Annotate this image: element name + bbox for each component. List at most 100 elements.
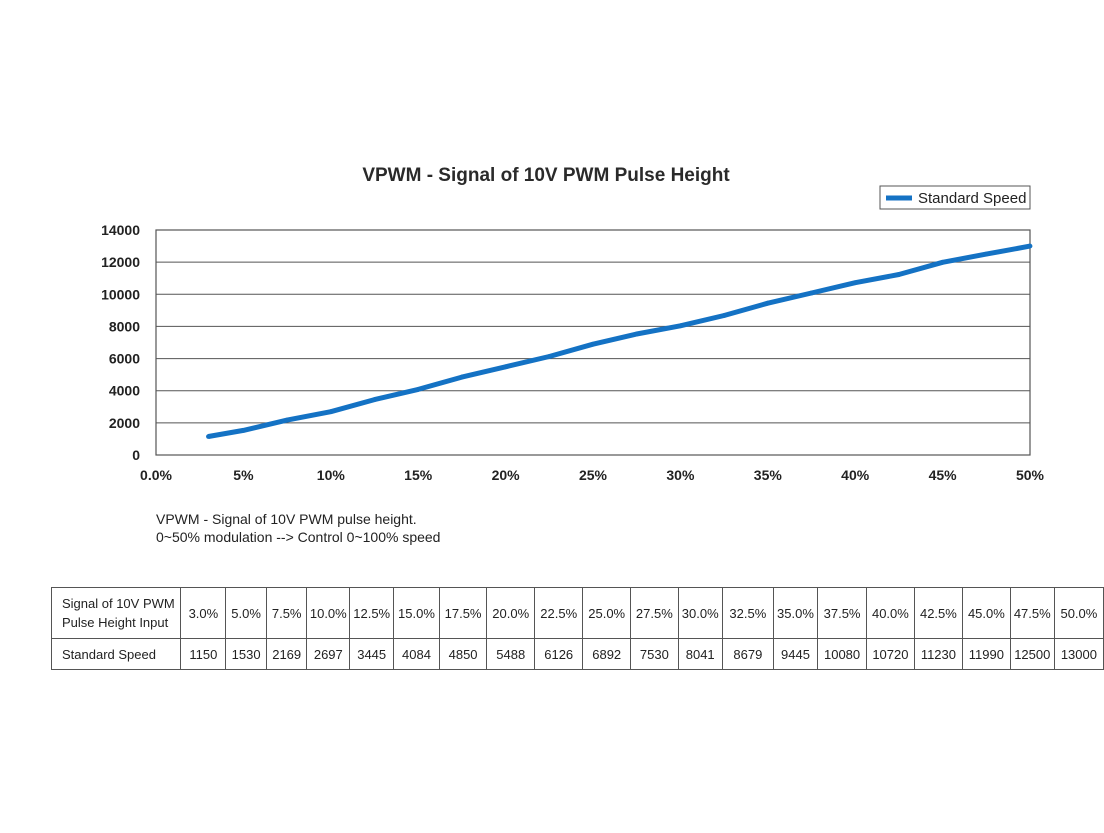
data-point: [721, 313, 727, 318]
y-tick-label: 8000: [109, 318, 140, 334]
table-cell-speed: 8041: [677, 638, 723, 670]
table-cell-input: 30.0%: [677, 587, 723, 639]
table-cell-speed: 5488: [486, 638, 536, 670]
table-cell-speed: 6892: [582, 638, 632, 670]
table-cell-speed: 3445: [349, 638, 395, 670]
line-chart: VPWM - Signal of 10V PWM Pulse Height 0 2…: [101, 165, 1045, 483]
x-tick-label: 20%: [492, 467, 521, 483]
table-cell-speed: 8679: [721, 638, 774, 670]
x-tick-label: 30%: [666, 467, 695, 483]
data-point: [634, 331, 640, 337]
data-point: [896, 272, 902, 277]
data-point: [284, 417, 290, 423]
table-cell-speed: 10080: [817, 638, 868, 670]
x-tick-label: 10%: [317, 467, 346, 483]
series-line-standard-speed: [207, 243, 1031, 439]
y-tick-label: 2000: [109, 415, 140, 431]
table-cell-speed: 2697: [306, 638, 351, 670]
x-tick-label: 0.0%: [140, 467, 172, 483]
table-cell-speed: 4850: [438, 638, 488, 670]
x-tick-label: 35%: [754, 467, 783, 483]
data-point: [546, 354, 552, 359]
y-axis: 0 2000 4000 6000 8000 10000 12000 14000: [101, 222, 140, 463]
x-tick-label: 45%: [929, 467, 958, 483]
table-cell-input: 27.5%: [630, 587, 679, 639]
table-cell-input: 12.5%: [349, 587, 395, 639]
data-point: [415, 386, 421, 392]
note-line-1: VPWM - Signal of 10V PWM pulse height.: [156, 511, 417, 527]
plot-area-frame: [155, 229, 1031, 456]
x-tick-label: 5%: [233, 467, 254, 483]
table-cell-input: 25.0%: [582, 587, 632, 639]
table-cell-speed: 12500: [1009, 638, 1055, 670]
table-cell-input: 17.5%: [438, 587, 488, 639]
row-header-input-line-1: Signal of 10V PWM: [62, 596, 175, 611]
chart-title: VPWM - Signal of 10V PWM Pulse Height: [362, 165, 730, 186]
data-point: [372, 397, 377, 403]
y-tick-label: 14000: [101, 222, 140, 238]
data-point: [241, 428, 246, 433]
y-tick-label: 12000: [101, 254, 140, 270]
table-row-input: Signal of 10V PWM Pulse Height Input 3.0…: [50, 587, 1104, 639]
x-tick-label: 50%: [1016, 467, 1045, 483]
row-header-input: Signal of 10V PWM Pulse Height Input: [50, 587, 182, 639]
y-tick-label: 4000: [109, 383, 140, 399]
y-tick-label: 10000: [101, 286, 140, 302]
data-point: [328, 409, 334, 415]
table-cell-input: 35.0%: [772, 587, 819, 639]
table-cell-input: 22.5%: [534, 587, 584, 639]
data-point: [983, 251, 989, 257]
data-point: [940, 259, 945, 265]
data-table: Signal of 10V PWM Pulse Height Input 3.0…: [50, 587, 1104, 670]
x-tick-label: 40%: [841, 467, 870, 483]
table-cell-speed: 9445: [772, 638, 819, 670]
table-cell-input: 32.5%: [721, 587, 774, 639]
table-cell-speed: 11990: [962, 638, 1011, 670]
table-cell-input: 40.0%: [866, 587, 915, 639]
table-cell-input: 37.5%: [817, 587, 868, 639]
table-cell-input: 50.0%: [1053, 587, 1104, 639]
series-group: [206, 243, 1033, 439]
y-tick-label: 6000: [109, 351, 140, 367]
note-line-2: 0~50% modulation --> Control 0~100% spee…: [156, 529, 441, 545]
table-cell-input: 7.5%: [265, 587, 308, 639]
data-point: [503, 364, 508, 370]
table-cell-speed: 1530: [225, 638, 267, 670]
table-cell-speed: 7530: [630, 638, 679, 670]
table-cell-input: 15.0%: [393, 587, 440, 639]
data-point: [809, 290, 814, 296]
data-point: [765, 300, 771, 306]
x-axis: 0.0% 5% 10% 15% 20% 25% 30% 35% 40% 45% 50%: [140, 467, 1045, 483]
table-cell-speed: 2169: [265, 638, 308, 670]
row-header-input-line-2: Pulse Height Input: [62, 615, 169, 630]
data-point: [1027, 243, 1033, 249]
table-cell-input: 47.5%: [1009, 587, 1055, 639]
table-cell-input: 20.0%: [486, 587, 536, 639]
y-tick-label: 0: [132, 447, 140, 463]
data-point: [206, 434, 211, 439]
data-point: [852, 280, 858, 286]
legend-label-standard-speed: Standard Speed: [918, 190, 1026, 207]
table-cell-speed: 6126: [534, 638, 584, 670]
legend: Standard Speed: [879, 185, 1031, 210]
table-row-speed: Standard Speed 1150 1530 2169 2697 3445 4084 4…: [50, 638, 1104, 670]
table-cell-input: 5.0%: [225, 587, 267, 639]
x-tick-label: 25%: [579, 467, 608, 483]
table-cell-input: 42.5%: [913, 587, 964, 639]
chart-grid: [156, 261, 1030, 424]
table-cell-speed: 11230: [913, 638, 964, 670]
legend-box: [879, 185, 1031, 210]
x-tick-label: 15%: [404, 467, 433, 483]
chart-notes: VPWM - Signal of 10V PWM pulse height. 0…: [156, 510, 440, 546]
table-cell-input: 3.0%: [180, 587, 227, 639]
data-point: [678, 323, 683, 329]
table-cell-speed: 4084: [393, 638, 440, 670]
table-cell-speed: 13000: [1053, 638, 1104, 670]
row-header-speed: Standard Speed: [50, 638, 182, 670]
table-cell-input: 45.0%: [962, 587, 1011, 639]
table-cell-speed: 1150: [180, 638, 227, 670]
table-cell-speed: 10720: [866, 638, 915, 670]
data-point: [590, 341, 596, 347]
data-point: [459, 374, 465, 380]
table-cell-input: 10.0%: [306, 587, 351, 639]
